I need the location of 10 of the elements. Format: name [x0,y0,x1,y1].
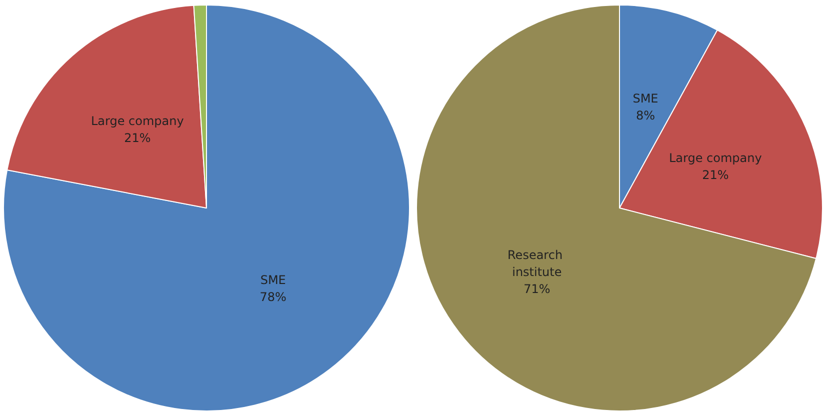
slice-label: Large company [90,114,184,128]
data-label: 8% [636,108,656,122]
slice-label: SME [632,91,658,106]
data-label: 21% [124,131,151,146]
data-label: 21% [702,168,729,182]
slice-label: SME [260,273,286,288]
slice-label: Large company [668,151,762,165]
data-label: 78% [260,290,286,304]
slice-label: Research institute [508,248,566,280]
data-label: 71% [524,282,550,296]
